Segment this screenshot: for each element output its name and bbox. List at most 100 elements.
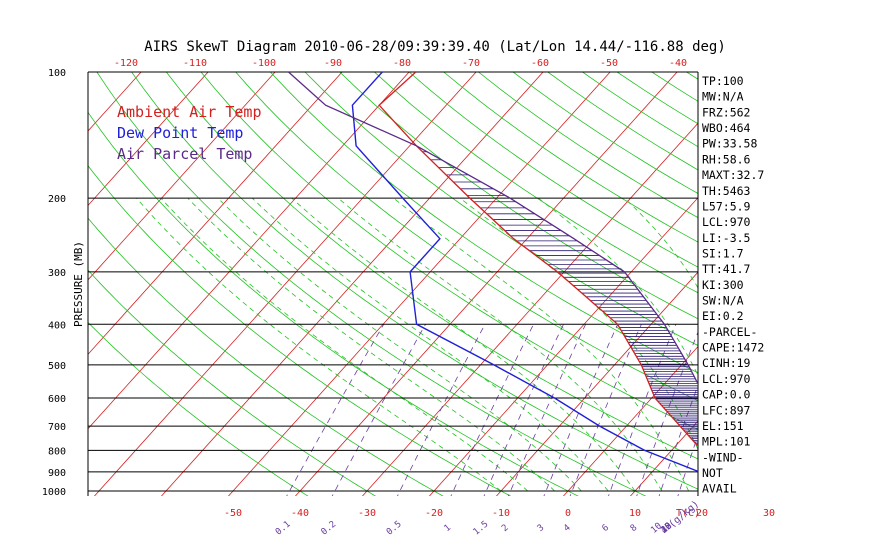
- stat-line: MW:N/A: [702, 90, 744, 104]
- stat-line: LFC:897: [702, 403, 751, 417]
- mixing-ratio-line: [776, 324, 826, 500]
- top-temp-tick-label: -60: [531, 58, 549, 69]
- legend-entry: Dew Point Temp: [117, 124, 243, 142]
- dry-adiabat-line: [724, 53, 870, 500]
- dry-adiabat-line: [408, 72, 698, 268]
- moist-adiabat-line: [337, 197, 663, 492]
- dry-adiabat-line: [88, 269, 377, 496]
- dry-adiabat-line: [235, 72, 698, 402]
- mixing-ratio-line: [636, 331, 698, 496]
- moist-adiabat-line: [291, 197, 636, 492]
- mixing-ratio-line: [543, 324, 619, 496]
- isotherm-line: [88, 72, 410, 430]
- stat-line: MPL:101: [702, 435, 751, 449]
- mixing-ratio-line: [450, 324, 534, 496]
- dry-adiabat-line: [88, 321, 309, 496]
- stat-line: -PARCEL-: [702, 325, 757, 339]
- dry-adiabat-line: [88, 164, 512, 496]
- stat-line: CINH:19: [702, 356, 751, 370]
- mixing-ratio-line: [658, 384, 698, 496]
- mixing-ratio-line: [483, 324, 564, 496]
- mixing-ratio-label: 8: [629, 523, 640, 534]
- dry-adiabat-line: [825, 53, 870, 500]
- top-temp-tick-label: -40: [669, 58, 687, 69]
- top-temp-tick-label: -110: [183, 58, 207, 69]
- dry-adiabat-line: [685, 72, 698, 80]
- pressure-tick-label: 800: [48, 446, 66, 457]
- dry-adiabat-line: [477, 72, 698, 219]
- pressure-tick-label: 1000: [42, 487, 66, 498]
- stat-line: EL:151: [702, 419, 744, 433]
- moist-adiabat-line: [136, 197, 502, 492]
- stat-line: SW:N/A: [702, 294, 744, 308]
- stat-line: SI:1.7: [702, 246, 744, 260]
- stat-line: LCL:970: [702, 372, 751, 386]
- bottom-temp-tick-label: -20: [425, 508, 443, 519]
- top-temp-tick-label: -70: [462, 58, 480, 69]
- isotherm-line: [88, 72, 276, 281]
- moist-adiabat-line: [459, 197, 698, 451]
- mixing-ratio-label: 0.1: [274, 519, 293, 537]
- top-temp-tick-label: -80: [393, 58, 411, 69]
- dry-adiabat-line: [651, 72, 698, 102]
- pressure-tick-label: 900: [48, 468, 66, 479]
- pressure-tick-label: 200: [48, 194, 66, 205]
- dry-adiabat-line: [859, 53, 870, 500]
- stat-line: TH:5463: [702, 184, 751, 198]
- pressure-tick-label: 400: [48, 320, 66, 331]
- mixing-ratio-label: 3: [536, 523, 547, 534]
- stat-line: RH:58.6: [702, 152, 751, 166]
- stat-line: PW:33.58: [702, 137, 757, 151]
- bottom-temp-tick-label: 0: [565, 508, 571, 519]
- isotherm-line: [828, 53, 870, 500]
- bottom-temp-tick-label: -30: [358, 508, 376, 519]
- isotherm-line: [0, 53, 24, 500]
- mixing-ratio-line: [331, 324, 426, 496]
- stat-line: CAPE:1472: [702, 341, 764, 355]
- stat-line: WBO:464: [702, 121, 751, 135]
- dry-adiabat-line: [88, 217, 444, 496]
- bottom-temp-tick-label: 10: [629, 508, 641, 519]
- bottom-temp-tick-label: -50: [224, 508, 242, 519]
- dry-adiabat-line: [339, 72, 698, 320]
- bottom-temp-tick-label: -10: [492, 508, 510, 519]
- isotherm-line: [227, 72, 611, 496]
- mixing-ratio-line: [569, 324, 642, 496]
- y-axis-label: PRESSURE (MB): [72, 241, 85, 327]
- moist-adiabat-line: [217, 197, 582, 492]
- chart-title: AIRS SkewT Diagram 2010-06-28/09:39:39.4…: [144, 39, 726, 55]
- dry-adiabat-line: [547, 72, 698, 171]
- moist-adiabat-line: [774, 198, 823, 491]
- mixing-ratio-label: 4: [562, 523, 573, 534]
- moist-adiabat-line: [187, 197, 555, 492]
- stat-line: CAP:0.0: [702, 388, 751, 402]
- stat-line: -WIND-: [702, 450, 744, 464]
- dry-adiabat-line: [96, 72, 647, 496]
- legend-entry: Air Parcel Temp: [117, 145, 252, 163]
- moist-adiabat-line: [538, 197, 698, 377]
- mixing-ratio-label: 2: [500, 523, 511, 534]
- dry-adiabat-line: [512, 72, 698, 194]
- stat-line: MAXT:32.7: [702, 168, 764, 182]
- x-unit-label: T(C): [676, 508, 700, 519]
- top-temp-tick-label: -120: [114, 58, 138, 69]
- stat-line: TP:100: [702, 74, 744, 88]
- dry-adiabat-line: [304, 72, 698, 346]
- isotherm-line: [88, 72, 343, 355]
- cape-hatching: [422, 151, 698, 446]
- pressure-tick-label: 700: [48, 422, 66, 433]
- mixing-ratio-label: 0.5: [385, 519, 404, 537]
- mixing-ratio-line: [507, 324, 586, 496]
- dry-adiabat-line: [165, 72, 698, 460]
- stat-line: NOT: [702, 466, 723, 480]
- isotherm-line: [294, 72, 678, 496]
- dry-adiabat-line: [443, 72, 698, 243]
- stat-line: FRZ:562: [702, 105, 750, 119]
- moist-adiabat-line: [160, 197, 529, 492]
- series-line-dew-point-temp: [351, 72, 698, 473]
- stat-line: L57:5.9: [702, 199, 751, 213]
- stat-line: EI:0.2: [702, 309, 744, 323]
- pressure-tick-label: 600: [48, 394, 66, 405]
